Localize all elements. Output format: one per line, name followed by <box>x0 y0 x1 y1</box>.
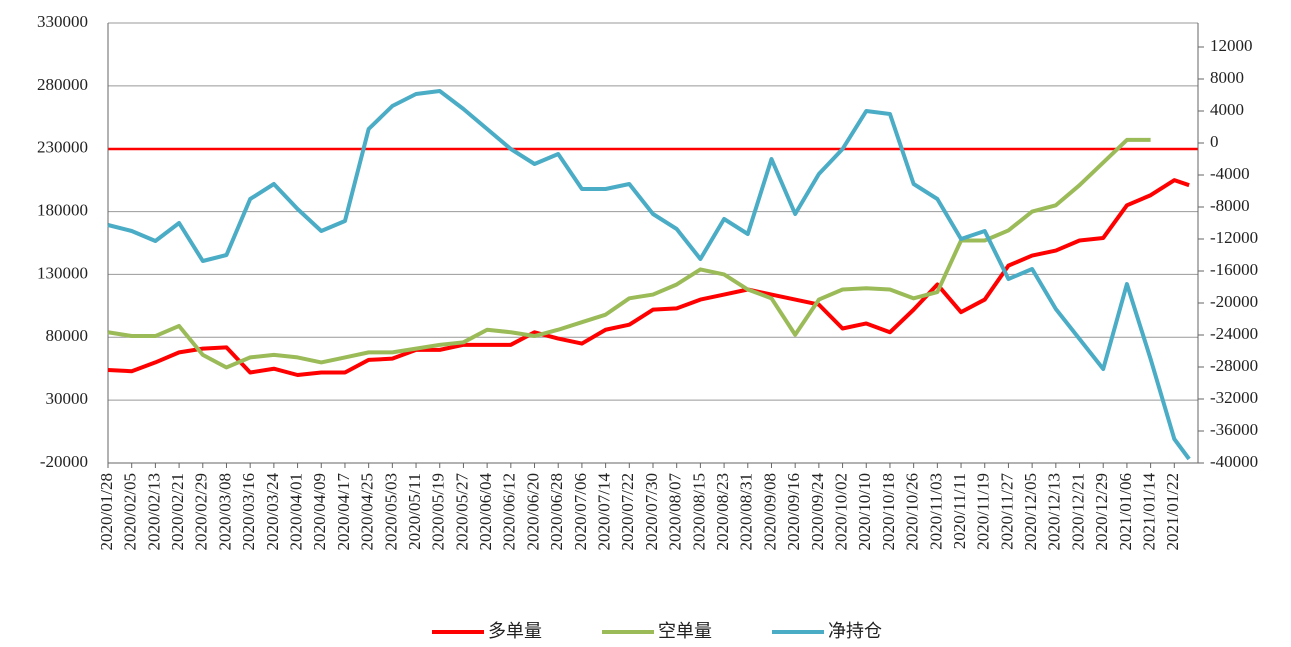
series-line <box>107 89 1191 461</box>
x-tick-label: 2020/11/03 <box>926 473 945 550</box>
x-tick-label: 2020/12/13 <box>1045 473 1064 550</box>
y-tick-label: 330000 <box>37 12 88 31</box>
x-tick-label: 2021/01/06 <box>1116 473 1135 550</box>
series-line <box>107 137 1151 370</box>
series-line <box>107 178 1190 377</box>
y2-tick-label: -4000 <box>1210 164 1250 183</box>
x-tick-label: 2020/05/19 <box>429 473 448 550</box>
y2-tick-label: -28000 <box>1210 356 1258 375</box>
y2-tick-label: 0 <box>1210 132 1219 151</box>
y2-tick-label: -24000 <box>1210 324 1258 343</box>
x-tick-label: 2020/06/04 <box>476 473 495 551</box>
y2-tick-label: -8000 <box>1210 196 1250 215</box>
x-tick-label: 2020/07/22 <box>618 473 637 550</box>
x-tick-label: 2020/04/01 <box>286 473 305 550</box>
x-tick-label: 2020/06/20 <box>523 473 542 550</box>
y2-tick-label: -12000 <box>1210 228 1258 247</box>
legend-label: 多单量 <box>488 621 542 642</box>
x-tick-label: 2020/11/27 <box>997 473 1016 550</box>
x-tick-label: 2020/03/16 <box>239 473 258 550</box>
x-tick-label: 2020/12/29 <box>1092 473 1111 550</box>
x-tick-label: 2020/07/06 <box>571 473 590 550</box>
y2-tick-label: -16000 <box>1210 260 1258 279</box>
x-tick-label: 2020/08/31 <box>737 473 756 550</box>
x-tick-label: 2020/04/09 <box>310 473 329 550</box>
x-tick-label: 2020/10/18 <box>879 473 898 550</box>
x-tick-label: 2020/03/24 <box>263 473 282 551</box>
y2-tick-label: 12000 <box>1210 36 1253 55</box>
x-tick-label: 2020/05/11 <box>405 473 424 550</box>
x-tick-label: 2020/08/23 <box>713 473 732 550</box>
x-tick-label: 2020/09/08 <box>760 473 779 550</box>
y-tick-label: 180000 <box>37 200 88 219</box>
legend-label: 净持仓 <box>828 621 882 642</box>
x-tick-label: 2020/08/15 <box>689 473 708 550</box>
x-tick-label: 2020/10/02 <box>831 473 850 550</box>
x-tick-label: 2020/12/05 <box>1021 473 1040 550</box>
x-tick-label: 2020/09/24 <box>808 473 827 551</box>
x-tick-label: 2020/06/28 <box>547 473 566 550</box>
x-tick-label: 2020/02/21 <box>168 473 187 550</box>
x-tick-label: 2020/02/13 <box>144 473 163 550</box>
x-tick-label: 2020/12/21 <box>1068 473 1087 550</box>
x-tick-label: 2020/04/25 <box>358 473 377 550</box>
y2-tick-label: -20000 <box>1210 292 1258 311</box>
y-tick-label: 80000 <box>46 326 89 345</box>
x-tick-label: 2020/04/17 <box>334 473 353 551</box>
y-tick-label: 130000 <box>37 263 88 282</box>
x-tick-label: 2021/01/22 <box>1163 473 1182 550</box>
x-tick-label: 2020/07/14 <box>595 473 614 551</box>
x-tick-label: 2020/05/03 <box>381 473 400 550</box>
x-tick-label: 2020/02/05 <box>121 473 140 550</box>
x-tick-label: 2020/02/29 <box>192 473 211 550</box>
y2-tick-label: 4000 <box>1210 100 1244 119</box>
x-tick-label: 2020/07/30 <box>642 473 661 550</box>
x-tick-label: 2020/09/16 <box>784 473 803 550</box>
y-tick-label: 30000 <box>46 389 89 408</box>
x-tick-label: 2020/08/07 <box>666 473 685 551</box>
x-tick-label: 2020/05/27 <box>452 473 471 551</box>
legend-label: 空单量 <box>658 621 712 642</box>
y-tick-label: 280000 <box>37 75 88 94</box>
x-tick-label: 2020/06/12 <box>500 473 519 550</box>
y-tick-label: -20000 <box>40 452 88 471</box>
y2-tick-label: -32000 <box>1210 388 1258 407</box>
x-tick-label: 2021/01/14 <box>1140 473 1159 551</box>
y-tick-label: 230000 <box>37 138 88 157</box>
x-tick-label: 2020/11/19 <box>974 473 993 550</box>
y2-tick-label: -36000 <box>1210 420 1258 439</box>
y2-tick-label: -40000 <box>1210 452 1258 471</box>
y2-tick-label: 8000 <box>1210 68 1244 87</box>
x-tick-label: 2020/03/08 <box>215 473 234 550</box>
x-tick-label: 2020/01/28 <box>97 473 116 550</box>
x-tick-label: 2020/11/11 <box>950 473 969 549</box>
x-tick-label: 2020/10/26 <box>903 473 922 550</box>
x-tick-label: 2020/10/10 <box>855 473 874 550</box>
